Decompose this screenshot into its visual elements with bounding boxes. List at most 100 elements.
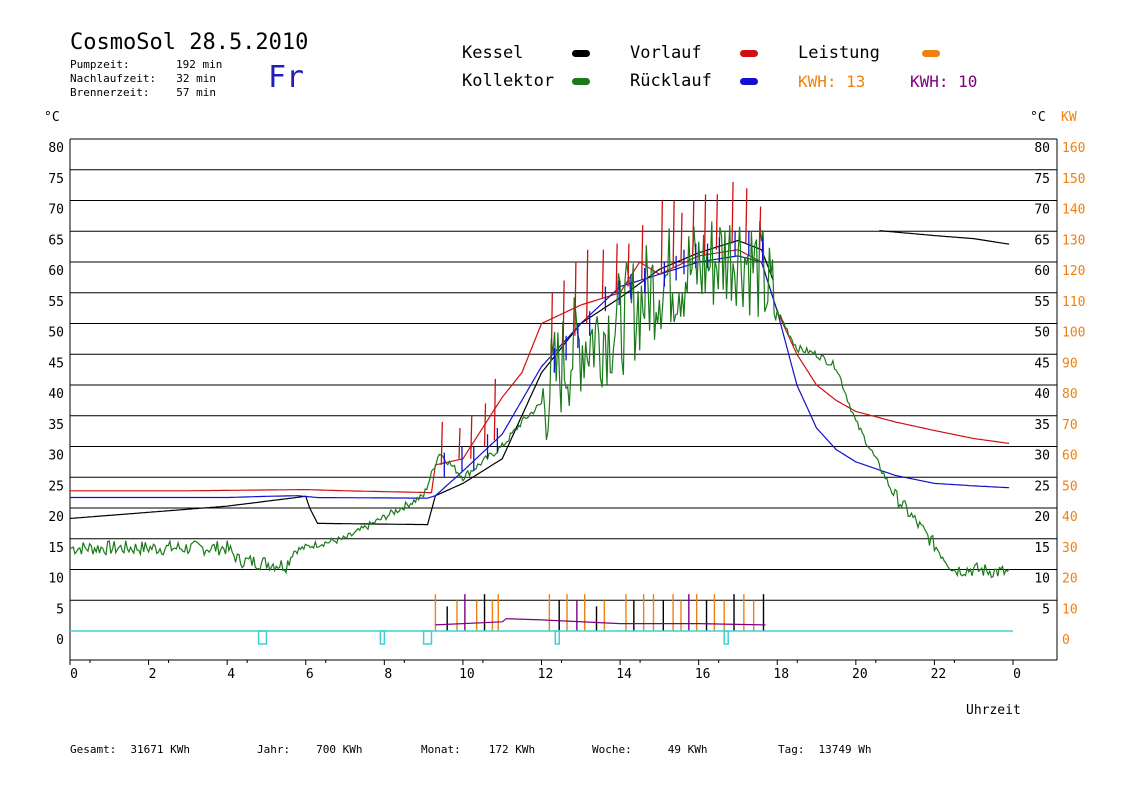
pump-pulse [554, 630, 561, 645]
x-tick-label: 6 [306, 667, 314, 682]
temperature-chart: °C °C KW Uhrzeit 80757065605550454035302… [44, 110, 1085, 718]
y-tick-left: 0 [56, 633, 64, 648]
y-tick-right-c: 25 [1034, 479, 1050, 494]
footer-woche: Woche: 49 KWh [592, 743, 708, 756]
y-tick-right-c: 35 [1034, 418, 1050, 433]
y-tick-right-kw: 110 [1062, 295, 1085, 310]
legend-kollektor-swatch [572, 78, 590, 85]
y-tick-left: 10 [48, 572, 64, 587]
y-tick-right-kw: 140 [1062, 203, 1085, 218]
y-tick-right-c: 65 [1034, 233, 1050, 248]
legend-kessel-label: Kessel [462, 43, 524, 63]
spike-vorlauf [758, 206, 762, 250]
y-tick-right-kw: 0 [1062, 633, 1070, 648]
pumpzeit-value: 192 min [176, 58, 223, 71]
x-tick-label: 16 [695, 667, 711, 682]
spike-vorlauf [731, 182, 734, 244]
y-tick-left: 70 [48, 203, 64, 218]
x-tick-label: 4 [227, 667, 235, 682]
spike-vorlauf [562, 280, 565, 349]
y-tick-left: 35 [48, 418, 64, 433]
pump-pulse [257, 630, 268, 645]
spike-vorlauf [601, 249, 605, 299]
y-tick-right-kw: 30 [1062, 541, 1078, 556]
y-tick-left: 45 [48, 356, 64, 371]
series-lines [69, 220, 1010, 579]
footer-tag: Tag: 13749 Wh [778, 743, 872, 756]
legend-ruecklauf-swatch [740, 78, 758, 85]
y-tick-right-c: 55 [1034, 295, 1050, 310]
y-tick-right-kw: 90 [1062, 356, 1078, 371]
y-tick-right-kw: 40 [1062, 510, 1078, 525]
legend-kollektor-label: Kollektor [462, 71, 555, 91]
spike-vorlauf [703, 194, 707, 256]
y-tick-right-c: 70 [1034, 203, 1050, 218]
series-line-kessel [69, 230, 1010, 526]
y-tick-right-kw: 70 [1062, 418, 1078, 433]
legend-vorlauf-label: Vorlauf [630, 43, 702, 63]
x-tick-label: 20 [852, 667, 868, 682]
y-tick-right-kw: 50 [1062, 479, 1078, 494]
spike-vorlauf [692, 200, 695, 256]
y-axis-right-unit-c: °C [1030, 110, 1046, 125]
ticks: 8075706560555045403530252015105080757065… [48, 141, 1085, 682]
y-tick-left: 25 [48, 479, 64, 494]
spike-vorlauf [470, 415, 473, 459]
x-axis-label: Uhrzeit [966, 703, 1021, 718]
brennerzeit-value: 57 min [176, 86, 216, 99]
legend-leistung-label: Leistung [798, 43, 880, 63]
series-line-ruecklauf [70, 255, 1010, 499]
spike-vorlauf [440, 421, 443, 465]
y-tick-right-c: 80 [1034, 141, 1050, 156]
spike-vorlauf [660, 200, 663, 275]
spike-vorlauf [641, 225, 644, 281]
grid [69, 138, 1058, 661]
y-tick-right-c: 75 [1034, 172, 1050, 187]
x-tick-label: 18 [773, 667, 789, 682]
series-line-kollektor [69, 220, 1010, 579]
footer-monat: Monat: 172 KWh [421, 743, 536, 756]
y-tick-right-kw: 150 [1062, 172, 1085, 187]
kwh-purple: KWH: 10 [910, 72, 978, 91]
y-tick-left: 20 [48, 510, 64, 525]
pump-pulse [723, 630, 729, 645]
legend-ruecklauf-label: Rücklauf [630, 71, 712, 91]
y-tick-left: 30 [48, 449, 64, 464]
y-tick-left: 40 [48, 387, 64, 402]
spike-vorlauf [672, 200, 675, 269]
y-tick-right-c: 45 [1034, 356, 1050, 371]
y-tick-right-kw: 60 [1062, 449, 1078, 464]
spikes [440, 182, 764, 478]
y-tick-left: 60 [48, 264, 64, 279]
spike-vorlauf [745, 188, 748, 244]
x-tick-label: 8 [384, 667, 392, 682]
y-tick-right-c: 10 [1034, 572, 1050, 587]
pump-pulse [379, 630, 386, 645]
y-tick-right-kw: 20 [1062, 572, 1078, 587]
y-tick-right-c: 15 [1034, 541, 1050, 556]
y-tick-right-kw: 100 [1062, 326, 1085, 341]
nachlaufzeit-value: 32 min [176, 72, 216, 85]
legend-kessel-swatch [572, 50, 590, 57]
footer-gesamt: Gesamt: 31671 KWh [70, 743, 190, 756]
x-tick-label: 22 [931, 667, 947, 682]
spike-vorlauf [615, 243, 618, 293]
y-tick-left: 50 [48, 326, 64, 341]
legend-leistung-swatch [922, 50, 940, 57]
x-tick-label: 2 [149, 667, 157, 682]
y-tick-right-kw: 120 [1062, 264, 1085, 279]
x-tick-label: 0 [70, 667, 78, 682]
y-tick-right-kw: 130 [1062, 233, 1085, 248]
brennerzeit-label: Brennerzeit: [70, 86, 150, 99]
y-tick-right-c: 30 [1034, 449, 1050, 464]
power-bars [70, 594, 1013, 645]
pump-pulse [422, 630, 433, 645]
power-baseline [435, 618, 766, 626]
y-tick-right-c: 40 [1034, 387, 1050, 402]
y-tick-right-c: 5 [1042, 602, 1050, 617]
y-tick-right-kw: 10 [1062, 602, 1078, 617]
y-tick-right-kw: 80 [1062, 387, 1078, 402]
y-tick-right-c: 60 [1034, 264, 1050, 279]
spike-vorlauf [586, 249, 589, 324]
spike-vorlauf [458, 428, 461, 459]
